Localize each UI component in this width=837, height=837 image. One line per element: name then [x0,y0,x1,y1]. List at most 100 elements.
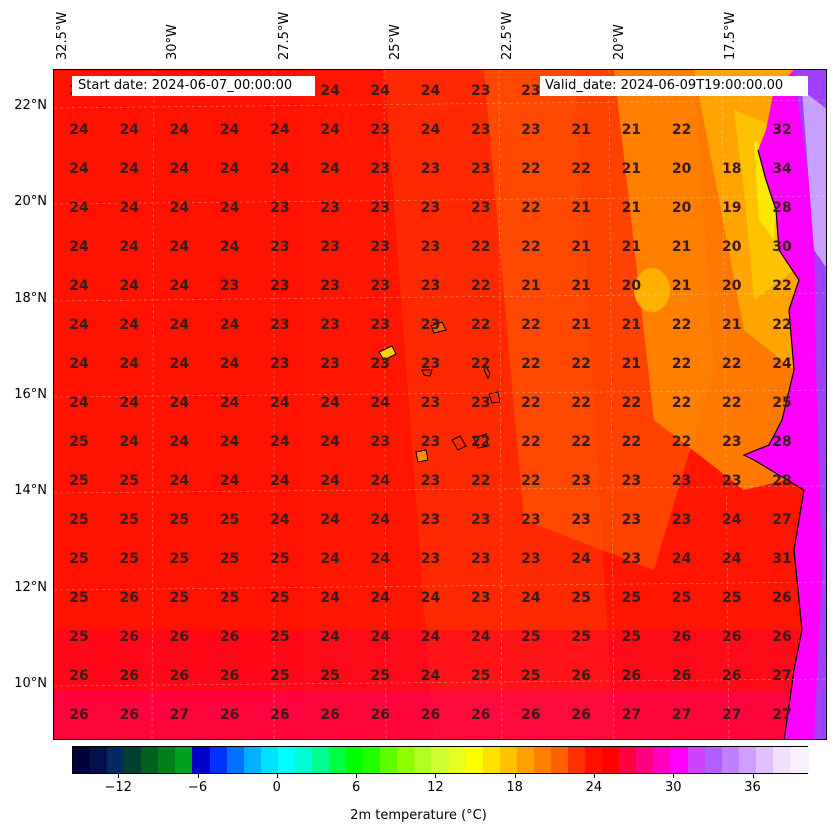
temperature-value: 24 [371,590,391,606]
colorbar-segment [243,747,263,773]
temperature-value: 23 [270,356,289,372]
temperature-value: 21 [521,278,540,294]
lon-label-17-5w: 17.5°W [723,11,738,60]
temperature-value: 23 [471,590,490,606]
temperature-value: 25 [220,512,239,528]
valid-date-box [540,76,808,96]
temperature-value: 22 [622,434,641,450]
temperature-value: 25 [69,590,88,606]
temperature-value: 23 [320,239,339,255]
colorbar-segment [636,747,656,773]
temperature-value: 24 [471,629,491,645]
temperature-value: 24 [521,590,541,606]
temperature-map: 25 24 24 24 24 24 24 24 23 23 22 22 22 31 24 24 24 24 24 24… [53,69,827,740]
colorbar-segment [294,747,314,773]
temperature-value: 24 [421,83,441,99]
temperature-value: 25 [270,590,289,606]
temperature-value: 25 [622,590,641,606]
temperature-value: 22 [571,356,590,372]
start-date-box [72,76,315,96]
colorbar-segment [687,747,707,773]
colorbar-segment [329,747,349,773]
temperature-value: 23 [521,512,540,528]
temperature-value: 26 [722,629,741,645]
lat-label-14n: 14°N [14,483,47,498]
colorbar-tick-label: −6 [187,780,208,795]
colorbar-segment [653,747,673,773]
valid-date-label: Valid_date: 2024-06-09T19:00:00.00 [545,78,784,93]
colorbar-segment [158,747,178,773]
temperature-value: 24 [320,473,340,489]
colorbar-tick-label: 30 [664,780,682,795]
colorbar-segment [499,747,519,773]
temperature-value: 26 [571,668,590,684]
temperature-value: 23 [421,551,440,567]
temperature-value: 24 [320,551,340,567]
temperature-value: 23 [471,551,490,567]
temperature-value: 25 [270,668,289,684]
colorbar-segment [380,747,400,773]
colorbar-tick-label: 0 [272,780,281,795]
temperature-value: 23 [371,161,390,177]
colorbar-title: 2m temperature (°C) [350,808,487,823]
temperature-value: 22 [521,356,540,372]
colorbar-tick-label: 18 [506,780,523,795]
temperature-value: 24 [119,200,139,216]
colorbar-segment [619,747,639,773]
temperature-value: 22 [772,317,791,333]
lon-label-30w: 30°W [165,24,180,60]
temperature-value: 23 [270,278,289,294]
colorbar-segment [90,747,110,773]
lat-label-12n: 12°N [14,580,47,595]
temperature-value: 24 [69,200,89,216]
temperature-value: 25 [119,512,138,528]
temperature-value: 26 [119,590,138,606]
temperature-value: 21 [722,317,741,333]
temperature-value: 22 [622,395,641,411]
temperature-value: 27 [772,668,791,684]
temperature-value: 23 [371,239,390,255]
temperature-value: 24 [170,122,190,138]
temperature-value: 26 [170,668,189,684]
temperature-value: 22 [772,278,791,294]
temperature-value: 24 [69,356,89,372]
lat-label-18n: 18°N [14,291,47,306]
temperature-value: 25 [320,668,339,684]
temperature-value: 23 [471,161,490,177]
temperature-value: 25 [521,668,540,684]
temperature-value: 24 [119,122,139,138]
lon-label-32-5w: 32.5°W [55,11,70,60]
temperature-value: 22 [471,473,490,489]
temperature-value: 21 [622,161,641,177]
colorbar-segment [141,747,161,773]
colorbar-tick-label: 36 [744,780,761,795]
temperature-value: 24 [170,434,190,450]
temperature-value: 22 [471,317,490,333]
temperature-value: 22 [471,278,490,294]
temperature-value: 24 [320,122,340,138]
colorbar-segment [550,747,570,773]
temperature-value: 26 [772,590,791,606]
temperature-value: 23 [672,473,691,489]
temperature-value: 23 [371,434,390,450]
temperature-value: 23 [521,122,540,138]
temperature-value: 26 [421,707,440,723]
temperature-value: 22 [521,473,540,489]
temperature-value: 22 [672,317,691,333]
temperature-value: 28 [772,200,791,216]
temperature-value: 24 [220,395,240,411]
temperature-value: 25 [571,590,590,606]
temperature-value: 23 [421,278,440,294]
lat-label-16n: 16°N [14,387,47,402]
temperature-value: 24 [320,83,340,99]
temperature-value: 21 [622,122,641,138]
temperature-value: 25 [69,629,88,645]
temperature-value: 18 [722,161,741,177]
temperature-value: 24 [421,122,441,138]
temperature-value: 24 [170,278,190,294]
temperature-value: 28 [772,473,791,489]
temperature-value: 24 [170,395,190,411]
temperature-value: 25 [170,512,189,528]
temperature-value: 24 [170,356,190,372]
temperature-value: 25 [270,551,289,567]
